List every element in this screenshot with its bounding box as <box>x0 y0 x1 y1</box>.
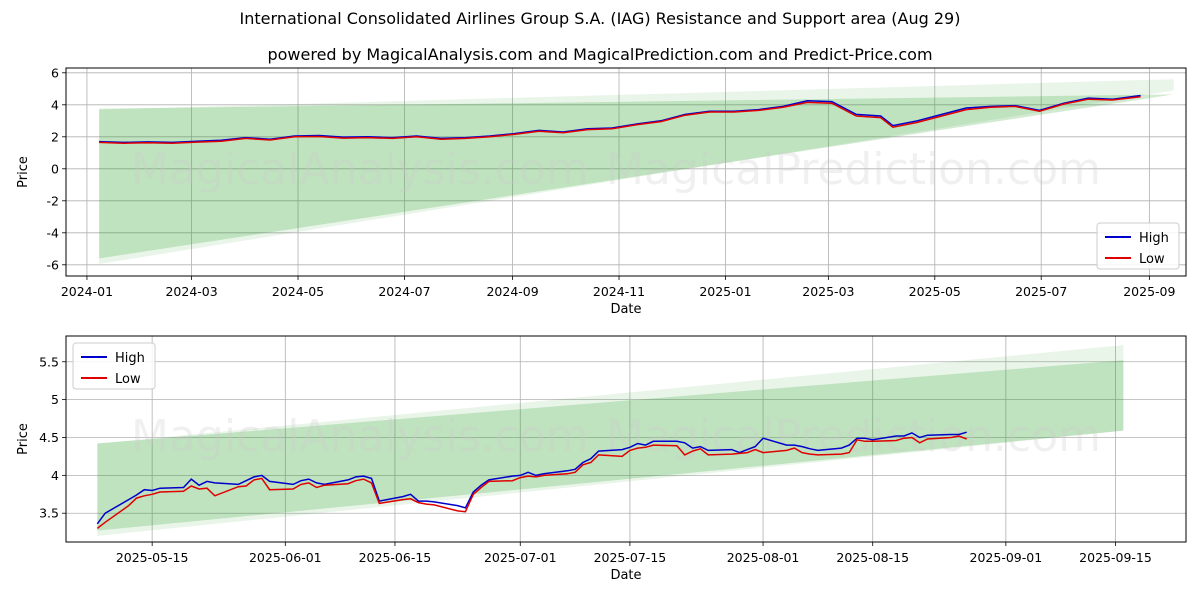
chart-panel-2: MagicalAnalysis.com MagicalPrediction.com… <box>16 335 1187 583</box>
legend-label-high: High <box>1139 231 1169 246</box>
x-tick-label: 2025-07-15 <box>594 550 667 565</box>
x-tick-label: 2025-08-01 <box>727 550 800 565</box>
series-line-high <box>99 94 1141 144</box>
y-axis-label: Price <box>16 423 31 455</box>
series-line-high <box>96 431 967 525</box>
legend: High Low <box>72 342 156 390</box>
y-tick-label: 2 <box>51 129 59 144</box>
x-tick-label: 2025-08-15 <box>836 550 909 565</box>
watermark-text: MagicalAnalysis.com <box>131 411 589 462</box>
y-tick-label: 5 <box>51 392 59 407</box>
y-tick-label: 5.5 <box>39 354 59 369</box>
y-tick-label: -2 <box>47 193 59 208</box>
x-tick-label: 2025-07 <box>1015 284 1067 299</box>
x-tick-label: 2025-05-15 <box>116 550 189 565</box>
watermark-text: MagicalPrediction.com <box>606 144 1101 195</box>
x-tick-label: 2025-01 <box>699 284 751 299</box>
x-tick-label: 2025-05 <box>909 284 961 299</box>
series-line-low <box>99 96 1141 144</box>
legend: High Low <box>1096 222 1180 270</box>
y-tick-label: 0 <box>51 161 59 176</box>
y-tick-label: 4 <box>51 468 59 483</box>
x-tick-label: 2024-01 <box>61 284 113 299</box>
legend-box <box>1096 222 1180 270</box>
x-tick-label: 2025-07-01 <box>484 550 557 565</box>
x-tick-label: 2024-11 <box>593 284 645 299</box>
support-resistance-band <box>97 345 1124 536</box>
y-tick-label: 4.5 <box>39 430 59 445</box>
x-tick-label: 2024-07 <box>378 284 430 299</box>
series-line-low <box>96 435 967 529</box>
x-tick-label: 2025-06-01 <box>249 550 322 565</box>
y-tick-label: 4 <box>51 97 59 112</box>
watermark-text: MagicalAnalysis.com <box>131 144 589 195</box>
legend-label-high: High <box>115 351 145 366</box>
x-tick-label: 2024-03 <box>165 284 217 299</box>
support-resistance-band <box>97 360 1124 531</box>
chart-title: International Consolidated Airlines Grou… <box>239 9 961 28</box>
legend-box <box>72 342 156 390</box>
x-tick-label: 2025-03 <box>802 284 854 299</box>
chart-panel-1: MagicalAnalysis.com MagicalPrediction.com… <box>16 65 1187 317</box>
x-tick-label: 2024-09 <box>486 284 538 299</box>
support-resistance-band <box>99 94 1174 259</box>
y-tick-label: -4 <box>47 225 60 240</box>
watermark-text: MagicalPrediction.com <box>606 411 1101 462</box>
x-tick-label: 2024-05 <box>272 284 324 299</box>
plot-frame <box>65 67 1187 277</box>
x-tick-label: 2025-06-15 <box>359 550 432 565</box>
x-axis-label: Date <box>610 568 641 583</box>
x-tick-label: 2025-09 <box>1123 284 1175 299</box>
plot-frame <box>65 335 1187 543</box>
y-tick-label: 6 <box>51 65 59 80</box>
chart-subtitle: powered by MagicalAnalysis.com and Magic… <box>267 45 933 64</box>
x-tick-label: 2025-09-01 <box>970 550 1043 565</box>
y-axis-label: Price <box>16 156 31 188</box>
y-tick-label: 3.5 <box>39 506 59 521</box>
x-axis-label: Date <box>610 302 641 317</box>
legend-label-low: Low <box>115 372 141 387</box>
legend-label-low: Low <box>1139 252 1165 267</box>
x-tick-label: 2025-09-15 <box>1079 550 1152 565</box>
y-tick-label: -6 <box>47 257 60 272</box>
